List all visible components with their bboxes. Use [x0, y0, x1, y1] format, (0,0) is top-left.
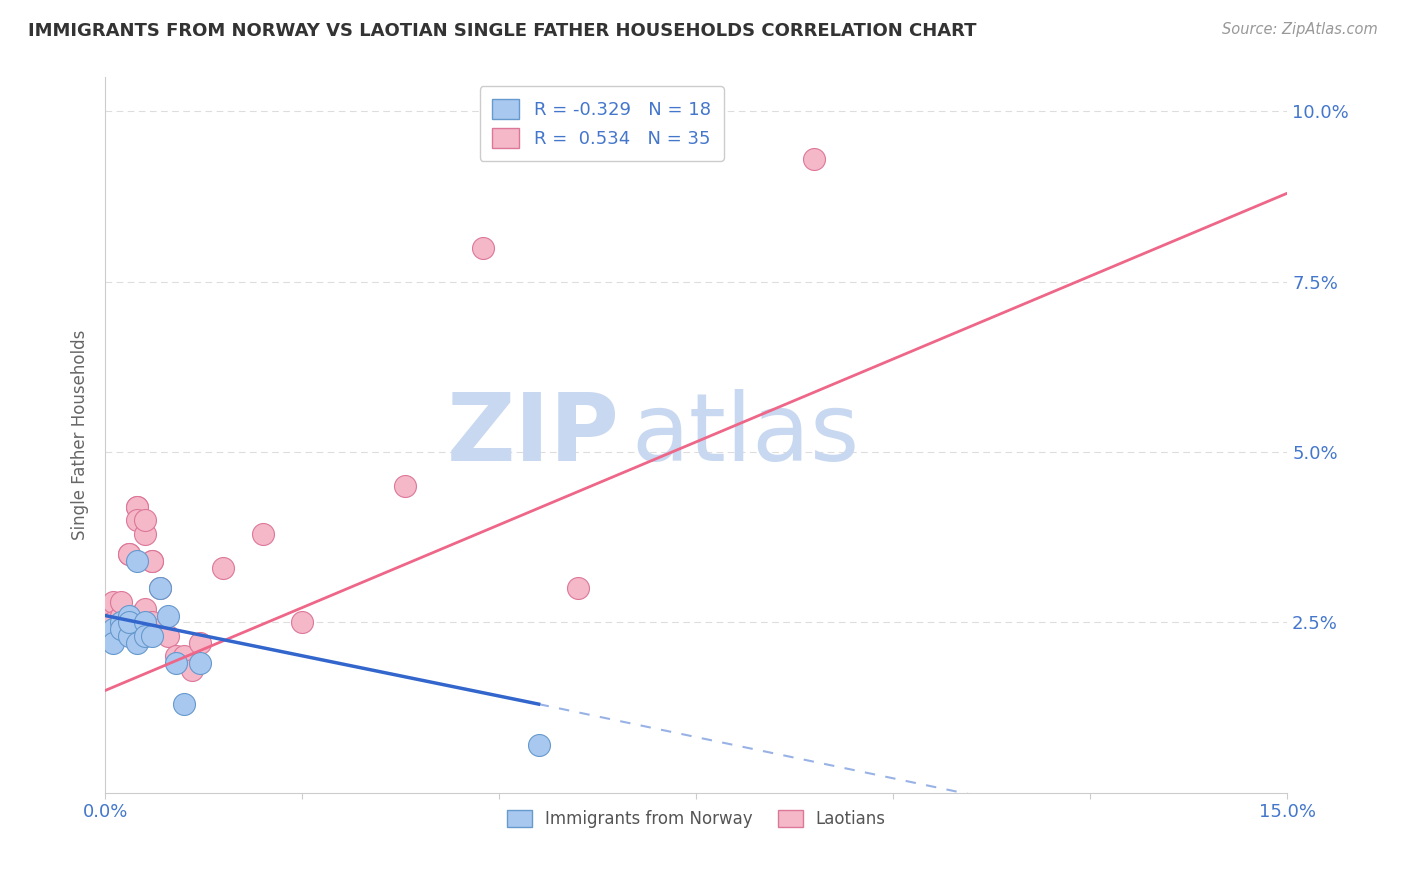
Point	[110, 622, 132, 636]
Point	[141, 554, 163, 568]
Point	[125, 513, 148, 527]
Point	[134, 629, 156, 643]
Point	[527, 738, 550, 752]
Text: atlas: atlas	[631, 389, 859, 481]
Point	[101, 608, 124, 623]
Point	[118, 547, 141, 561]
Point	[149, 622, 172, 636]
Point	[188, 657, 211, 671]
Point	[157, 629, 180, 643]
Point	[110, 608, 132, 623]
Point	[118, 622, 141, 636]
Point	[165, 657, 187, 671]
Point	[165, 649, 187, 664]
Point	[291, 615, 314, 630]
Point	[110, 622, 132, 636]
Point	[125, 500, 148, 514]
Point	[212, 561, 235, 575]
Point	[101, 595, 124, 609]
Point	[110, 615, 132, 630]
Point	[118, 608, 141, 623]
Point	[101, 601, 124, 615]
Point	[134, 601, 156, 615]
Point	[157, 608, 180, 623]
Point	[125, 636, 148, 650]
Point	[118, 547, 141, 561]
Point	[173, 697, 195, 711]
Point	[252, 526, 274, 541]
Text: IMMIGRANTS FROM NORWAY VS LAOTIAN SINGLE FATHER HOUSEHOLDS CORRELATION CHART: IMMIGRANTS FROM NORWAY VS LAOTIAN SINGLE…	[28, 22, 977, 40]
Point	[141, 629, 163, 643]
Point	[101, 615, 124, 630]
Point	[134, 513, 156, 527]
Point	[803, 152, 825, 166]
Point	[118, 629, 141, 643]
Point	[110, 595, 132, 609]
Point	[149, 582, 172, 596]
Point	[101, 615, 124, 630]
Point	[134, 526, 156, 541]
Point	[101, 622, 124, 636]
Point	[125, 554, 148, 568]
Point	[125, 608, 148, 623]
Point	[125, 500, 148, 514]
Point	[141, 554, 163, 568]
Point	[149, 582, 172, 596]
Y-axis label: Single Father Households: Single Father Households	[72, 330, 89, 541]
Point	[118, 615, 141, 630]
Point	[394, 479, 416, 493]
Point	[101, 636, 124, 650]
Point	[567, 582, 589, 596]
Point	[134, 615, 156, 630]
Point	[472, 241, 495, 255]
Point	[180, 663, 202, 677]
Text: ZIP: ZIP	[447, 389, 620, 481]
Point	[188, 636, 211, 650]
Legend: Immigrants from Norway, Laotians: Immigrants from Norway, Laotians	[501, 803, 893, 834]
Point	[141, 615, 163, 630]
Point	[173, 649, 195, 664]
Text: Source: ZipAtlas.com: Source: ZipAtlas.com	[1222, 22, 1378, 37]
